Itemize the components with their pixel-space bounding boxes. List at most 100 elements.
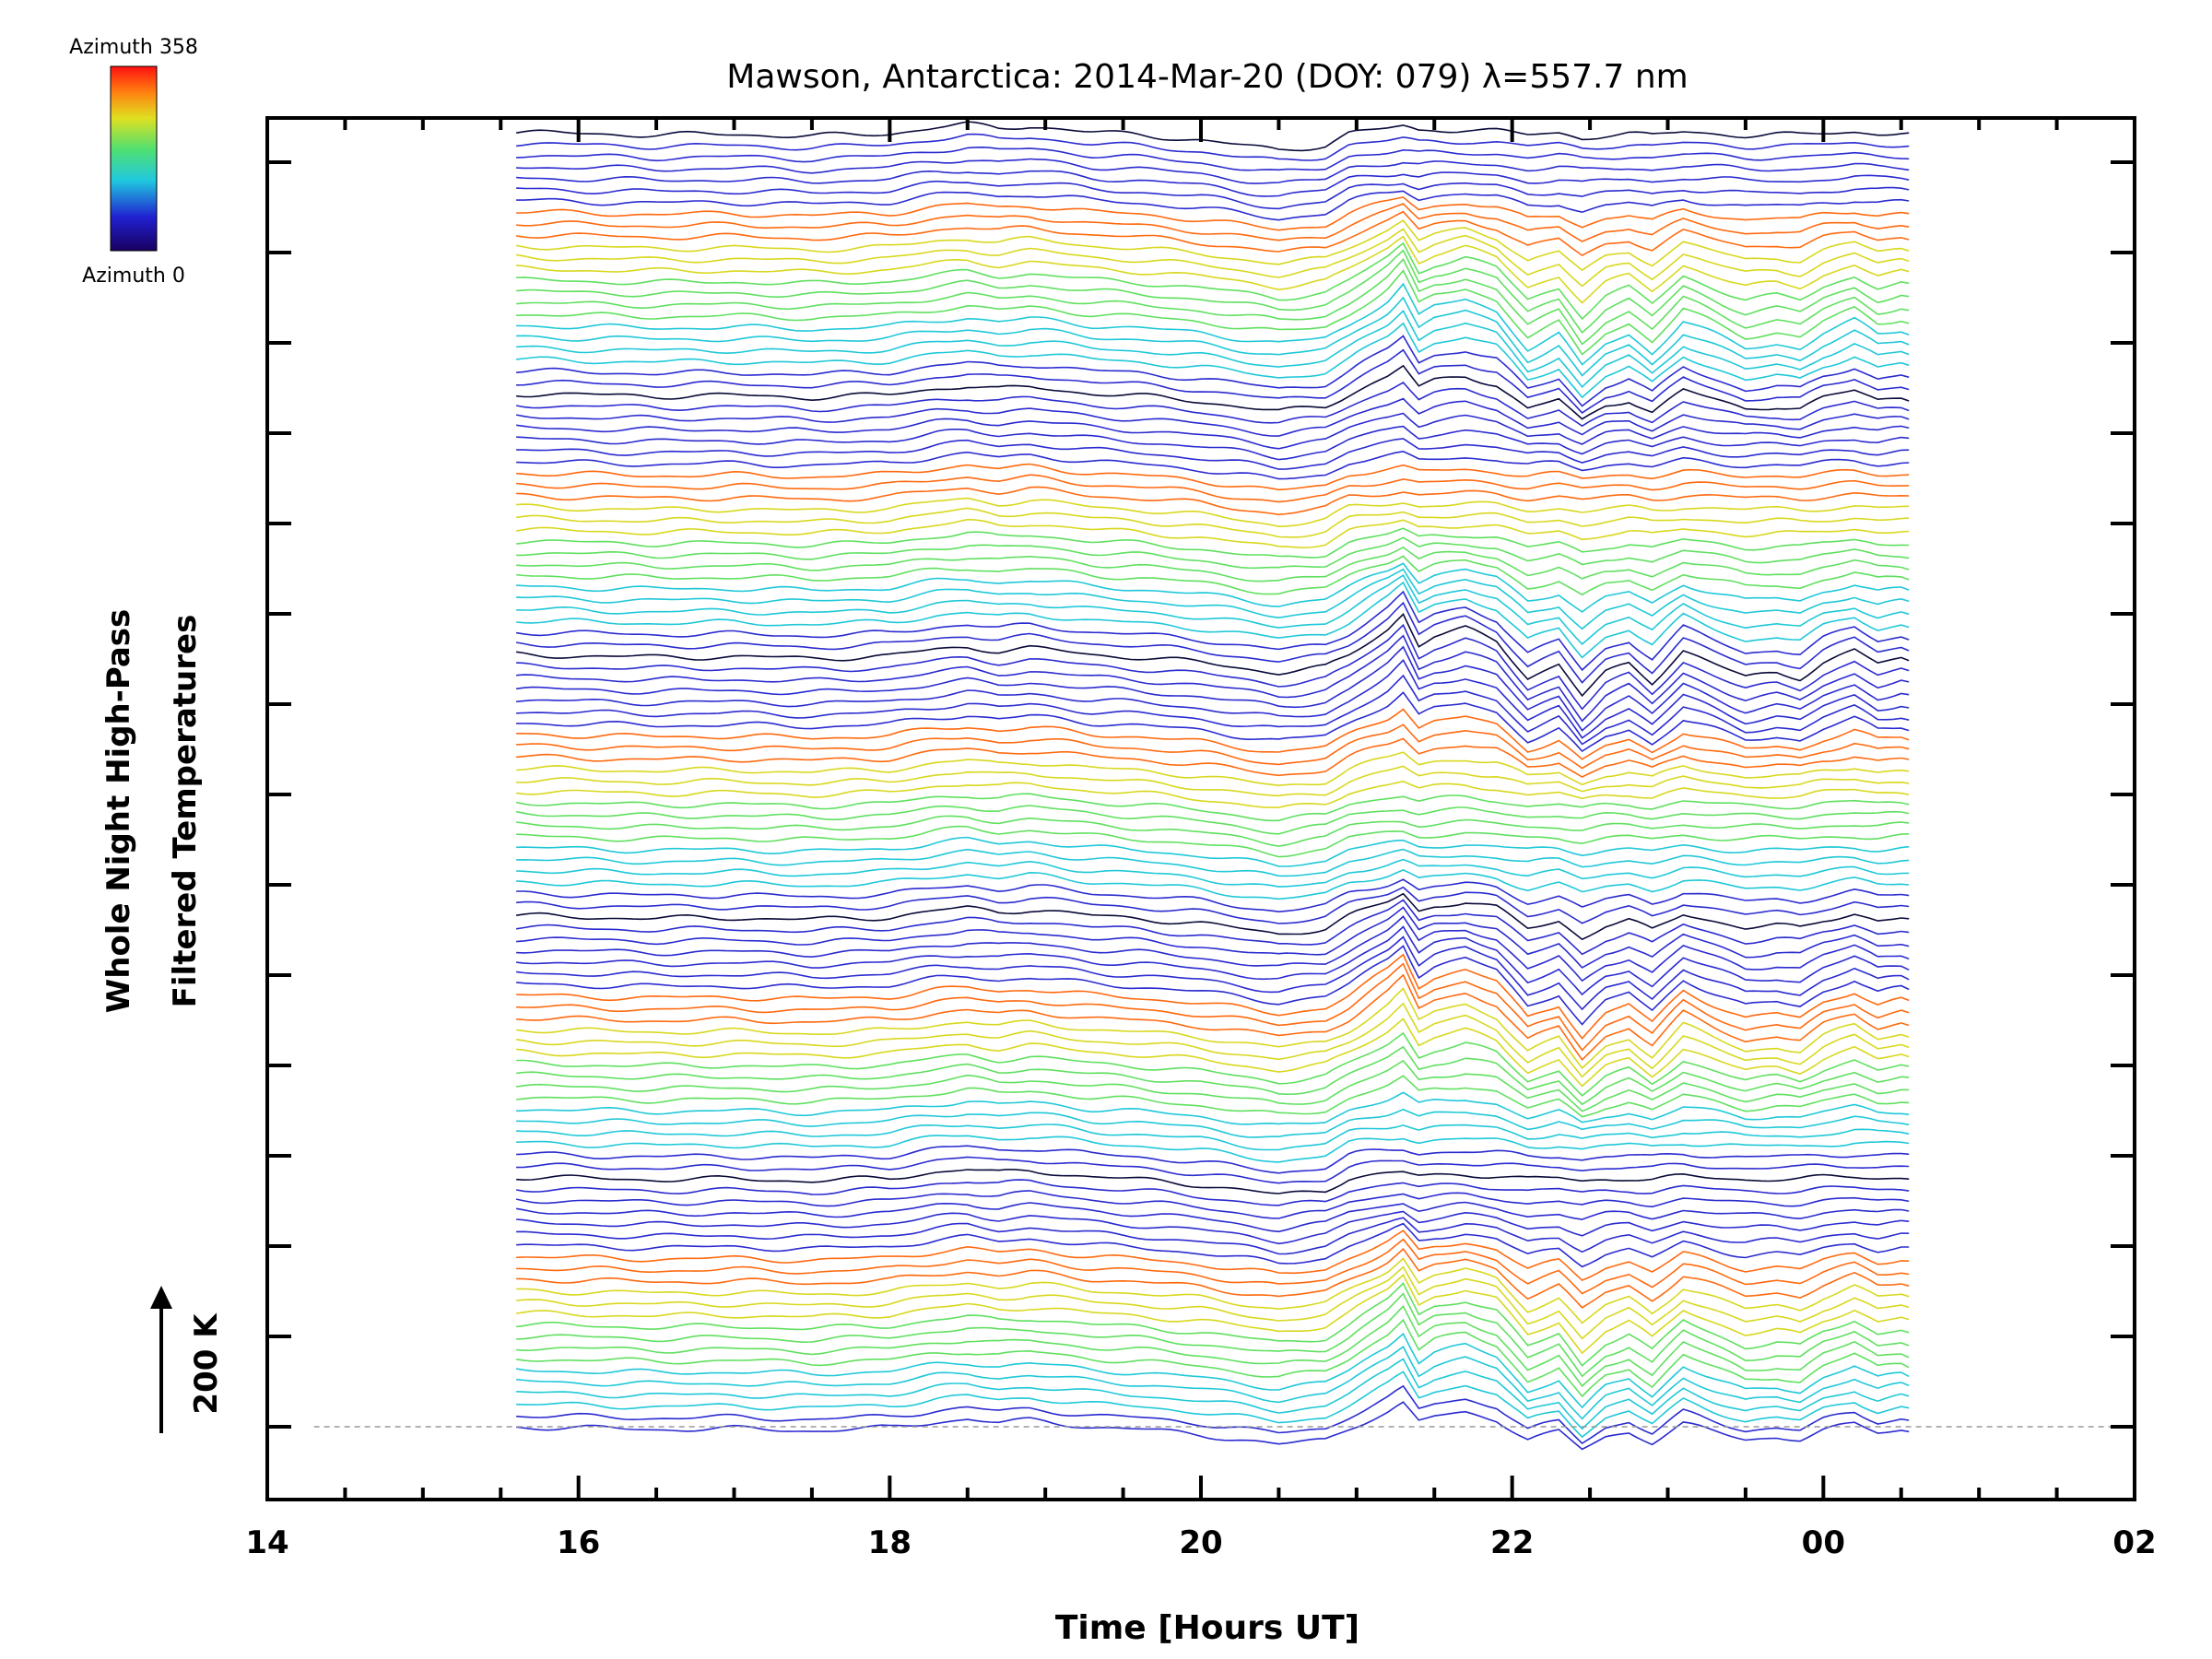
series-line [516,1217,1910,1255]
series-line [515,397,1910,437]
series-line [515,518,1910,549]
series-line [516,1222,1910,1268]
series-line [516,322,1910,399]
series-line [516,925,1910,996]
series-line [516,1346,1910,1420]
series-line [515,121,1910,152]
series-line [516,674,1910,746]
series-line [516,691,1910,753]
series-line [516,486,1910,516]
axis-ticks [265,118,2136,1500]
series-line [515,892,1910,941]
scale-bar-arrowhead [150,1286,172,1309]
series-line [516,1358,1910,1430]
series-line [516,836,1910,867]
series-line [516,1292,1910,1378]
series-line [515,1201,1910,1233]
colorbar-bottom-label: Azimuth 0 [82,265,185,288]
series-line [516,348,1910,414]
series-line [516,1075,1910,1118]
series-line [516,527,1910,559]
series-line [516,269,1910,356]
series-line [516,1145,1910,1174]
series-line [516,546,1910,582]
series-line [516,438,1910,470]
series-line [515,793,1910,822]
series-line [515,987,1910,1070]
series-line [516,1282,1910,1367]
series-line [516,1257,1910,1324]
series-line [515,935,1910,1011]
series-line [515,228,1910,288]
series-line [516,825,1910,858]
x-tick-label: 16 [557,1524,600,1561]
series-line [516,1265,1910,1340]
colorbar [110,65,158,252]
series-line [515,780,1910,808]
series-line [516,425,1910,461]
series-line [515,613,1910,698]
series-line [516,568,1910,630]
x-tick-label: 00 [1802,1524,1845,1561]
series-line [516,463,1910,491]
series-line [516,241,1910,321]
x-tick-label: 14 [245,1524,288,1561]
series-line [515,219,1910,272]
series-line [515,1332,1910,1409]
series-line [516,886,1910,924]
chart-title: Mawson, Antarctica: 2014-Mar-20 (DOY: 07… [726,58,1688,96]
x-tick-labels: 14 16 18 20 22 00 02 [245,1524,2156,1561]
series-line [516,1169,1910,1194]
series-line [516,1238,1910,1295]
series-line [516,450,1910,480]
series-line [516,765,1910,797]
series-line [515,601,1910,684]
series-line [516,158,1910,184]
series-line [516,536,1910,570]
series-line [516,848,1910,877]
series-line [516,1247,1910,1309]
series-line [515,590,1910,672]
series-line [516,562,1910,613]
series-line [516,190,1910,221]
series-line [515,1059,1910,1112]
series-line [516,180,1910,210]
series-line [516,973,1910,1062]
series-line [516,196,1910,231]
series-line [516,249,1910,334]
series-line [516,309,1910,388]
series-line [515,1318,1910,1398]
series-line [516,335,1910,407]
series-line [516,581,1910,659]
series-line [516,364,1910,420]
series-line [516,815,1910,847]
series-line [516,1384,1910,1445]
series-line [516,945,1910,1026]
series-line [516,878,1910,913]
series-line [516,1045,1910,1106]
series-line [516,133,1910,161]
series-line [515,507,1910,538]
series-line [516,474,1910,503]
series-line [515,645,1910,732]
series-line [516,1124,1910,1151]
series-line [516,573,1910,646]
x-tick-label: 18 [868,1524,912,1561]
series-line [516,1210,1910,1245]
series-line [516,658,1910,739]
series-line [516,962,1910,1052]
series-line [516,1230,1910,1282]
series-line [516,1031,1910,1097]
x-tick-label: 22 [1490,1524,1534,1561]
series-group [515,121,1910,1451]
series-line [516,1304,1910,1388]
series-line [516,555,1910,596]
series-line [516,858,1910,888]
series-line [516,634,1910,723]
series-line [516,170,1910,197]
series-line [516,915,1910,982]
series-line [516,1018,1910,1088]
series-line [516,623,1910,711]
series-line [516,1108,1910,1138]
